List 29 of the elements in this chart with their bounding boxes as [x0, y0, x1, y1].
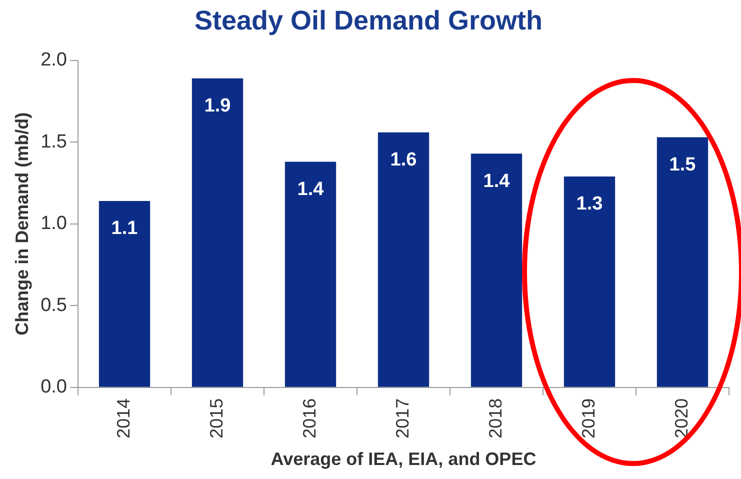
data-label: 1.3 [576, 194, 603, 215]
bar [192, 78, 244, 387]
data-label: 1.1 [111, 218, 138, 240]
y-tick-label: 1.0 [40, 213, 68, 234]
x-axis-title: Average of IEA, EIA, and OPEC [270, 449, 536, 470]
x-tick-label: 2014 [113, 398, 134, 438]
y-tick-label: 2.0 [40, 50, 68, 71]
x-tick-label: 2018 [485, 398, 506, 438]
bar [284, 162, 336, 387]
data-label: 1.9 [204, 96, 231, 117]
data-label: 1.6 [390, 150, 417, 171]
x-tick-label: 2016 [299, 398, 320, 438]
bar [378, 132, 430, 387]
y-tick-label: 0.5 [40, 294, 68, 316]
y-tick-label: 1.5 [40, 131, 68, 152]
data-label: 1.4 [297, 178, 324, 200]
y-tick-label: 0.0 [40, 376, 68, 398]
data-label: 1.4 [483, 170, 510, 192]
x-tick-label: 2015 [206, 398, 226, 438]
y-axis-title: Change in Demand (mb/d) [12, 112, 32, 336]
bar [564, 176, 616, 387]
bar [470, 154, 522, 387]
x-tick-label: 2019 [578, 398, 598, 438]
bar [98, 200, 150, 387]
x-tick-label: 2017 [392, 398, 412, 438]
data-label: 1.5 [669, 154, 696, 176]
chart-title: Steady Oil Demand Growth [194, 6, 543, 36]
x-tick-label: 2020 [671, 398, 692, 438]
bar [656, 137, 708, 387]
